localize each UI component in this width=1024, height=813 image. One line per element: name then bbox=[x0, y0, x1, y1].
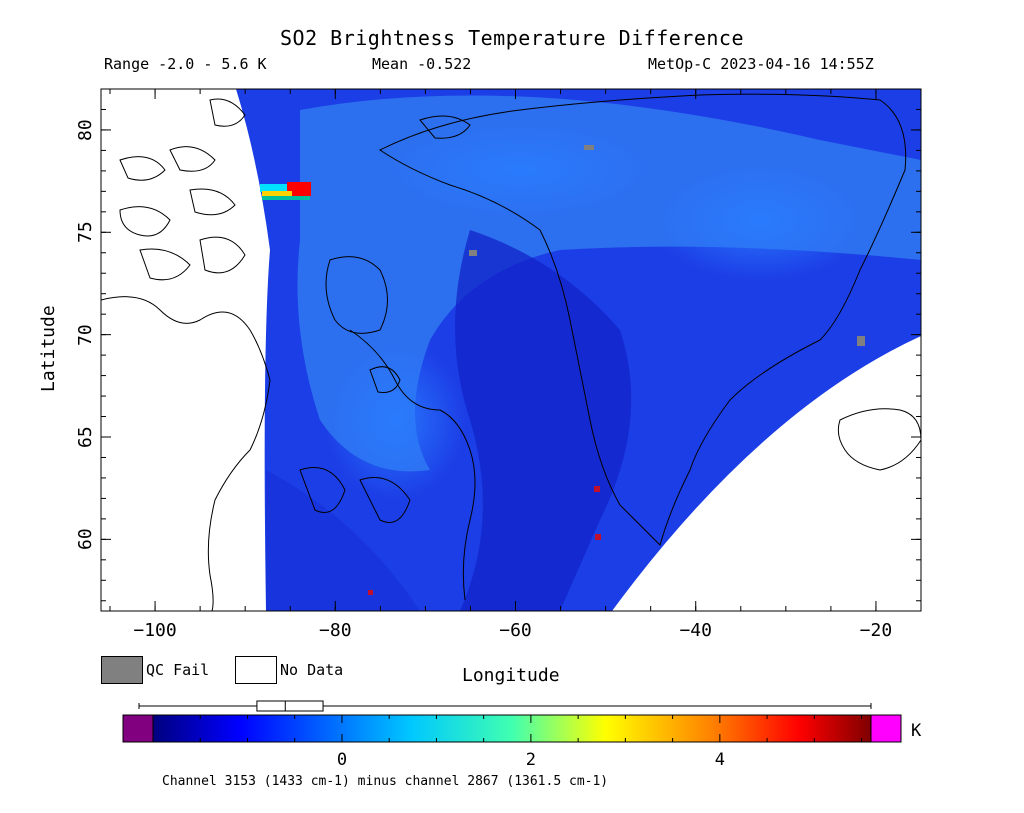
swath-band-dark bbox=[266, 470, 420, 611]
qc-fail-label: QC Fail bbox=[146, 661, 210, 679]
y-tick-label: 80 bbox=[75, 119, 96, 141]
plot-frame bbox=[100, 88, 922, 612]
channel-footnote: Channel 3153 (1433 cm-1) minus channel 2… bbox=[162, 774, 609, 789]
colorbar-tick-label: 4 bbox=[714, 750, 725, 770]
plot-title: SO2 Brightness Temperature Difference bbox=[279, 26, 745, 50]
y-tick-label: 60 bbox=[75, 528, 96, 551]
warm-pixel bbox=[594, 486, 600, 492]
source-text: MetOp-C 2023-04-16 14:55Z bbox=[648, 55, 874, 73]
swath-band-light bbox=[325, 340, 465, 500]
y-tick-label: 70 bbox=[75, 323, 96, 346]
swath-band-light bbox=[650, 160, 870, 280]
warm-pixel bbox=[368, 590, 373, 595]
qc-fail-pixel bbox=[469, 250, 477, 256]
data-layer bbox=[101, 89, 921, 611]
x-axis-label: Longitude bbox=[462, 665, 560, 686]
colorbar-tick-label: 2 bbox=[525, 750, 537, 770]
colorbar-unit: K bbox=[911, 721, 922, 741]
qc-fail-swatch bbox=[101, 656, 143, 684]
no-data-label: No Data bbox=[280, 661, 344, 679]
warm-pixel bbox=[595, 534, 601, 540]
mean-text: Mean -0.522 bbox=[372, 55, 472, 73]
x-tick-label: −80 bbox=[319, 620, 352, 641]
y-tick-label: 65 bbox=[75, 426, 96, 448]
x-tick-label: −60 bbox=[499, 620, 532, 641]
hotspot-pixel bbox=[260, 184, 288, 192]
colorbar-ramp bbox=[152, 714, 872, 743]
distribution-boxplot bbox=[138, 700, 872, 712]
boxplot-box bbox=[256, 700, 324, 712]
hotspot-pixel bbox=[262, 196, 310, 200]
axis-ticks bbox=[101, 88, 922, 611]
hotspot-pixel bbox=[262, 191, 292, 199]
colorbar-ticks bbox=[199, 715, 863, 742]
swath-band-light bbox=[380, 120, 660, 220]
x-tick-label: −40 bbox=[679, 620, 712, 641]
y-tick-label: 75 bbox=[75, 221, 96, 244]
hotspot-pixel bbox=[287, 182, 311, 196]
coastlines bbox=[101, 93, 921, 611]
x-tick-label: −100 bbox=[133, 620, 177, 641]
range-text: Range -2.0 - 5.6 K bbox=[104, 55, 267, 73]
qc-fail-pixel bbox=[857, 336, 865, 346]
qc-fail-pixel bbox=[584, 145, 594, 150]
colorbar-over bbox=[870, 714, 902, 743]
colorbar-under bbox=[122, 714, 154, 743]
swath-band-dark bbox=[455, 230, 632, 611]
colorbar-tick-label: 0 bbox=[336, 750, 348, 770]
no-data-swatch bbox=[235, 656, 277, 684]
y-axis-label: Latitude bbox=[38, 305, 59, 392]
x-tick-label: −20 bbox=[859, 620, 893, 641]
colorbar bbox=[122, 714, 902, 743]
